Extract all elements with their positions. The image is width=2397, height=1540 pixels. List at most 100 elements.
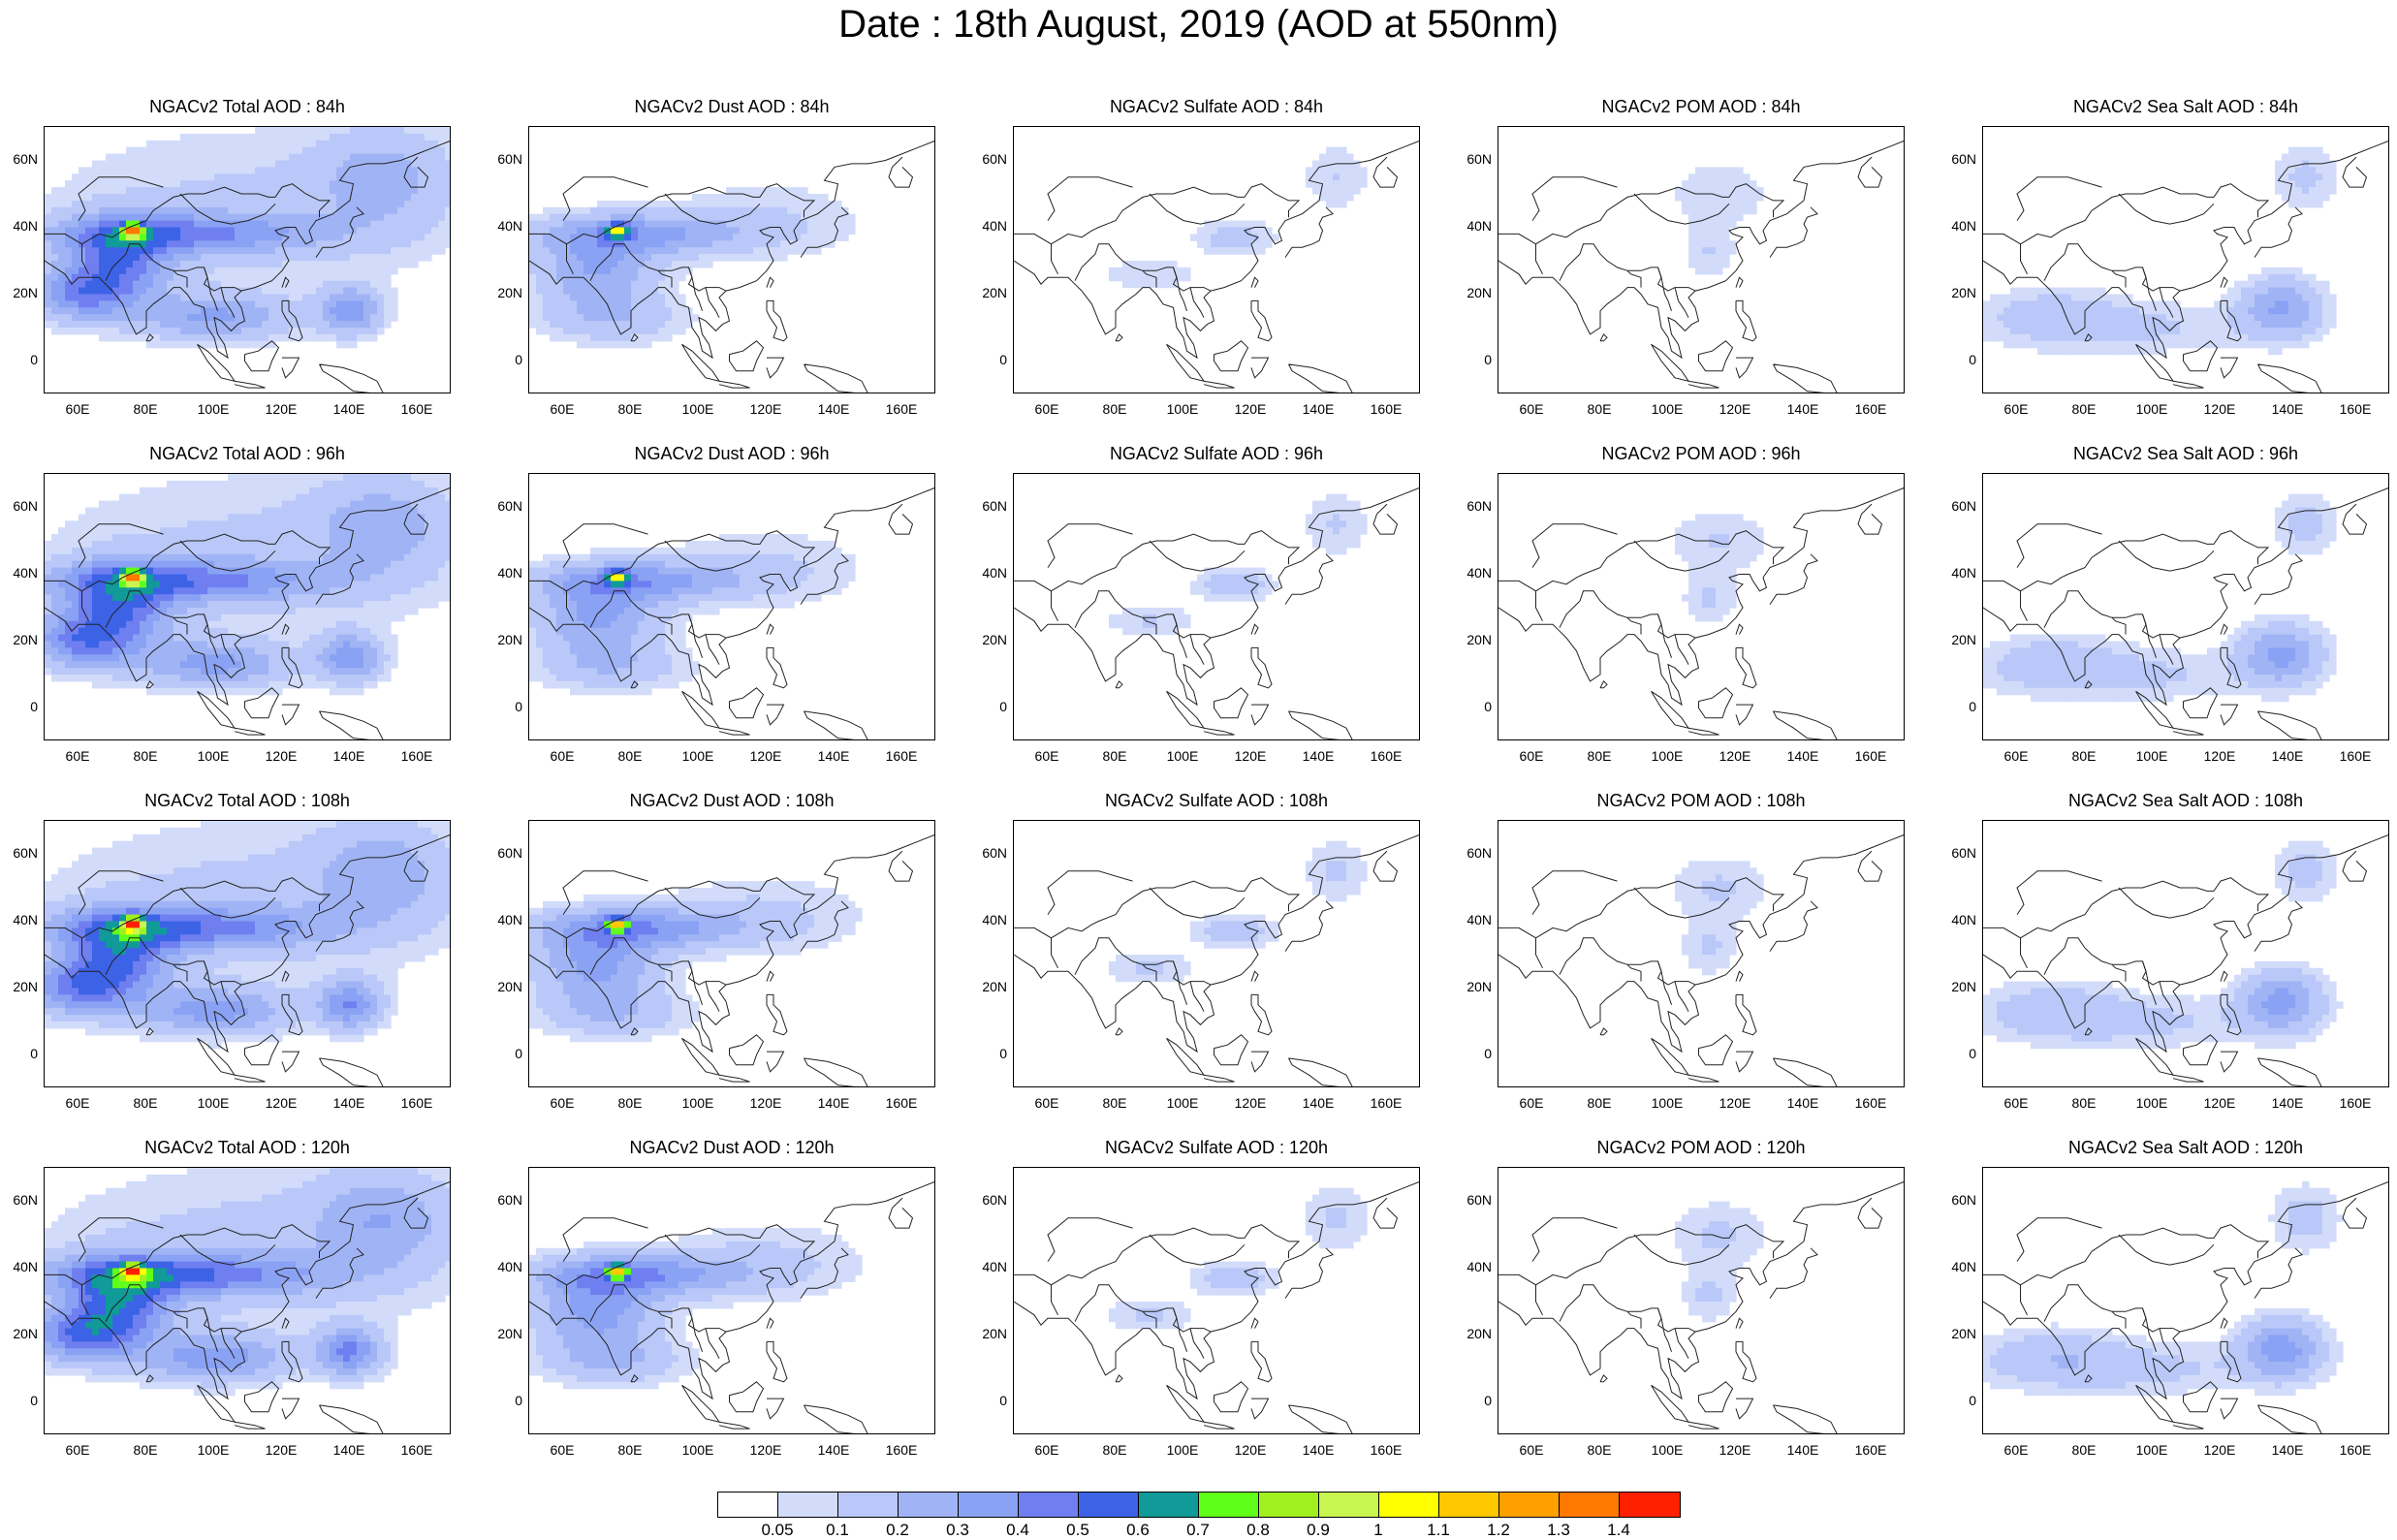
- coastline: [1774, 364, 1839, 393]
- aod-cell: [2003, 295, 2011, 302]
- aod-cell: [1360, 167, 1368, 174]
- aod-cell: [160, 261, 168, 268]
- aod-cell: [2078, 341, 2086, 349]
- aod-cell: [604, 328, 612, 335]
- aod-cell: [153, 614, 161, 622]
- aod-cell: [1129, 261, 1137, 268]
- aod-cell: [167, 508, 174, 516]
- aod-cell: [72, 187, 79, 195]
- aod-cell: [773, 240, 781, 248]
- aod-cell: [302, 274, 310, 282]
- aod-cell: [296, 267, 303, 275]
- aod-cell: [133, 307, 141, 315]
- aod-cell: [153, 314, 161, 322]
- aod-cell: [425, 240, 432, 248]
- aod-cell: [2098, 288, 2106, 296]
- aod-cell: [397, 214, 405, 222]
- aod-cell: [99, 274, 107, 282]
- aod-cell: [2234, 341, 2242, 349]
- aod-cell: [604, 240, 612, 248]
- aod-cell: [228, 474, 236, 482]
- aod-cell: [719, 234, 727, 241]
- aod-cell: [556, 288, 564, 296]
- aod-cell: [357, 575, 364, 582]
- aod-cell: [706, 261, 713, 268]
- aod-cell: [411, 240, 419, 248]
- aod-cell: [611, 300, 618, 308]
- aod-cell: [133, 147, 141, 155]
- aod-cell: [2227, 288, 2235, 296]
- aod-cell: [133, 494, 141, 502]
- aod-cell: [296, 247, 303, 255]
- aod-cell: [2241, 321, 2249, 329]
- aod-cell: [146, 608, 154, 615]
- aod-cell: [296, 494, 303, 502]
- aod-cell: [391, 481, 398, 488]
- aod-cell: [577, 240, 584, 248]
- aod-cell: [221, 554, 229, 562]
- aod-cell: [126, 161, 134, 169]
- lon-tick-label: 140E: [1774, 401, 1832, 417]
- aod-cell: [241, 487, 249, 495]
- aod-cell: [85, 328, 93, 335]
- aod-cell: [194, 587, 202, 595]
- aod-cell: [397, 508, 405, 516]
- aod-cell: [2282, 281, 2289, 289]
- aod-cell: [187, 254, 195, 262]
- aod-cell: [2261, 300, 2269, 308]
- aod-cell: [411, 527, 419, 535]
- aod-cell: [241, 261, 249, 268]
- aod-cell: [316, 581, 324, 588]
- aod-cell: [370, 187, 378, 195]
- aod-cell: [296, 601, 303, 609]
- aod-cell: [85, 314, 93, 322]
- aod-cell: [577, 228, 584, 236]
- aod-cell: [323, 587, 331, 595]
- aod-cell: [323, 481, 331, 488]
- aod-cell: [1736, 167, 1744, 174]
- aod-cell: [92, 554, 100, 562]
- aod-cell: [391, 247, 398, 255]
- aod-cell: [309, 594, 317, 602]
- aod-cell: [411, 173, 419, 181]
- aod-cell: [336, 321, 344, 329]
- aod-cell: [241, 187, 249, 195]
- aod-cell: [1682, 207, 1689, 215]
- aod-cell: [146, 240, 154, 248]
- aod-cell: [235, 474, 242, 482]
- aod-cell: [330, 154, 337, 162]
- aod-cell: [207, 541, 215, 549]
- aod-cell: [289, 240, 297, 248]
- aod-cell: [2139, 314, 2147, 322]
- aod-cell: [207, 173, 215, 181]
- aod-cell: [323, 608, 331, 615]
- aod-cell: [397, 575, 405, 582]
- aod-cell: [1340, 173, 1347, 181]
- aod-cell: [316, 635, 324, 643]
- aod-cell: [529, 234, 537, 241]
- aod-cell: [377, 147, 385, 155]
- aod-cell: [651, 334, 659, 342]
- aod-cell: [187, 187, 195, 195]
- aod-cell: [241, 228, 249, 236]
- coastline: [235, 381, 266, 388]
- aod-cell: [248, 234, 256, 241]
- aod-cell: [241, 240, 249, 248]
- aod-cell: [207, 575, 215, 582]
- aod-cell: [58, 194, 66, 202]
- aod-cell: [316, 274, 324, 282]
- aod-cell: [672, 214, 679, 222]
- aod-cell: [126, 334, 134, 342]
- coastline: [1373, 157, 1398, 187]
- aod-cell: [2058, 314, 2066, 322]
- aod-cell: [2037, 348, 2045, 356]
- aod-cell: [330, 141, 337, 148]
- aod-cell: [384, 300, 392, 308]
- aod-cell: [343, 575, 351, 582]
- aod-cell: [289, 141, 297, 148]
- aod-cell: [1340, 147, 1347, 155]
- aod-cell: [133, 614, 141, 622]
- aod-cell: [2288, 173, 2296, 181]
- aod-cell: [221, 281, 229, 289]
- aod-cell: [645, 254, 652, 262]
